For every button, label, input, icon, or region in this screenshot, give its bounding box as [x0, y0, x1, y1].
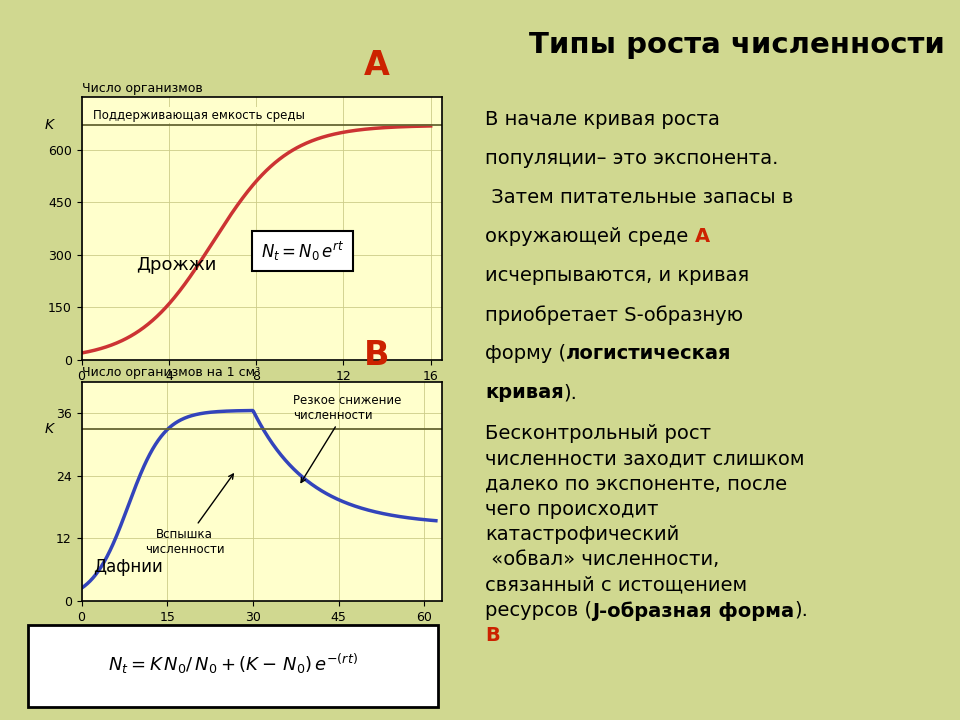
Text: Число организмов на 1 см³: Число организмов на 1 см³	[82, 366, 260, 379]
X-axis label: Время, дни: Время, дни	[221, 629, 302, 644]
Text: B: B	[364, 338, 390, 372]
X-axis label: Время, ч: Время, ч	[230, 388, 293, 402]
Text: $N_t = K\,N_0/\,N_0+(K-\,N_0)\,e^{-(rt)}$: $N_t = K\,N_0/\,N_0+(K-\,N_0)\,e^{-(rt)}…	[108, 652, 358, 676]
Text: Типы роста численности: Типы роста численности	[529, 31, 945, 59]
FancyBboxPatch shape	[28, 625, 438, 707]
Text: приобретает S-образную: приобретает S-образную	[485, 305, 743, 325]
Text: связанный с истощением: связанный с истощением	[485, 576, 747, 595]
Text: $K$: $K$	[44, 422, 57, 436]
Text: «обвал» численности,: «обвал» численности,	[485, 551, 719, 570]
Text: Затем питательные запасы в: Затем питательные запасы в	[485, 188, 793, 207]
Text: катастрофический: катастрофический	[485, 525, 680, 544]
Text: Дрожжи: Дрожжи	[136, 256, 217, 274]
Text: форму (: форму (	[485, 344, 566, 363]
Text: кривая: кривая	[485, 383, 564, 402]
Text: окружающей среде: окружающей среде	[485, 228, 694, 246]
Text: Бесконтрольный рост: Бесконтрольный рост	[485, 424, 711, 444]
Text: ресурсов (: ресурсов (	[485, 601, 592, 620]
Text: Резкое снижение
численности: Резкое снижение численности	[293, 394, 401, 482]
Text: исчерпываются, и кривая: исчерпываются, и кривая	[485, 266, 749, 285]
Text: численности заходит слишком: численности заходит слишком	[485, 449, 804, 469]
Text: Дафнии: Дафнии	[93, 558, 163, 576]
Text: J-образная форма: J-образная форма	[592, 601, 794, 621]
Text: $K$: $K$	[44, 118, 57, 132]
Text: В: В	[485, 626, 500, 645]
Text: Вспышка
численности: Вспышка численности	[145, 474, 233, 556]
Text: ).: ).	[794, 601, 808, 620]
Text: логистическая: логистическая	[566, 344, 732, 363]
Text: Поддерживающая емкость среды: Поддерживающая емкость среды	[92, 109, 304, 122]
Text: В начале кривая роста: В начале кривая роста	[485, 110, 720, 130]
Text: $N_t = N_0\,e^{rt}$: $N_t = N_0\,e^{rt}$	[260, 240, 345, 263]
Text: А: А	[694, 228, 709, 246]
Text: чего происходит: чего происходит	[485, 500, 659, 519]
Text: популяции– это экспонента.: популяции– это экспонента.	[485, 149, 779, 168]
Text: далеко по экспоненте, после: далеко по экспоненте, после	[485, 474, 787, 494]
Text: Число организмов: Число организмов	[82, 81, 203, 94]
Text: A: A	[364, 49, 390, 82]
Text: ).: ).	[564, 383, 578, 402]
